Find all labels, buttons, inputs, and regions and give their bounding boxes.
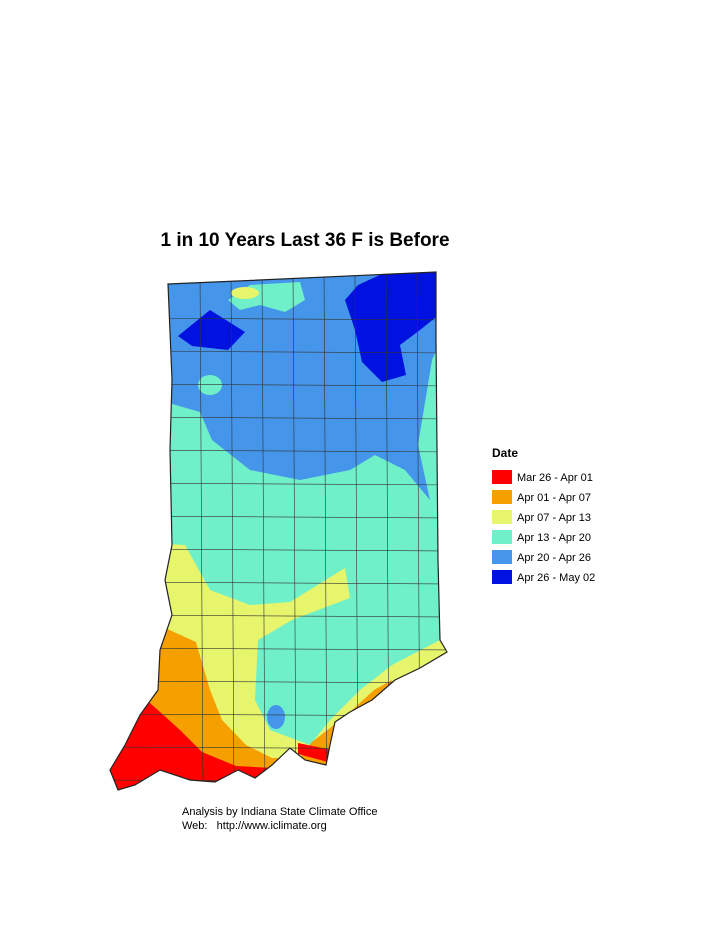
legend-label: Apr 01 - Apr 07 <box>517 492 591 504</box>
legend: Mar 26 - Apr 01 Apr 01 - Apr 07 Apr 07 - A… <box>492 470 595 584</box>
legend-swatch <box>492 550 512 564</box>
zone <box>231 287 259 299</box>
legend-swatch <box>492 530 512 544</box>
legend-label: Mar 26 - Apr 01 <box>517 472 593 484</box>
zone <box>345 272 445 382</box>
county-line <box>292 272 297 790</box>
legend-swatch <box>492 570 512 584</box>
legend-swatch <box>492 510 512 524</box>
legend-swatch <box>492 470 512 484</box>
zone <box>198 375 222 395</box>
footer-line: Web: http://www.iclimate.org <box>182 820 327 832</box>
legend-swatch <box>492 490 512 504</box>
legend-title: Date <box>492 446 518 460</box>
legend-label: Apr 13 - Apr 20 <box>517 532 591 544</box>
legend-label: Apr 07 - Apr 13 <box>517 512 591 524</box>
footer-line: Analysis by Indiana State Climate Office <box>182 806 377 818</box>
zone <box>298 743 332 762</box>
county-line <box>261 272 266 790</box>
zone <box>178 310 245 350</box>
county-line <box>323 272 328 790</box>
county-line <box>199 272 204 790</box>
county-line <box>230 272 235 790</box>
zone <box>267 705 285 729</box>
legend-label: Apr 26 - May 02 <box>517 572 595 584</box>
map-title: 1 in 10 Years Last 36 F is Before <box>160 230 449 251</box>
legend-label: Apr 20 - Apr 26 <box>517 552 591 564</box>
